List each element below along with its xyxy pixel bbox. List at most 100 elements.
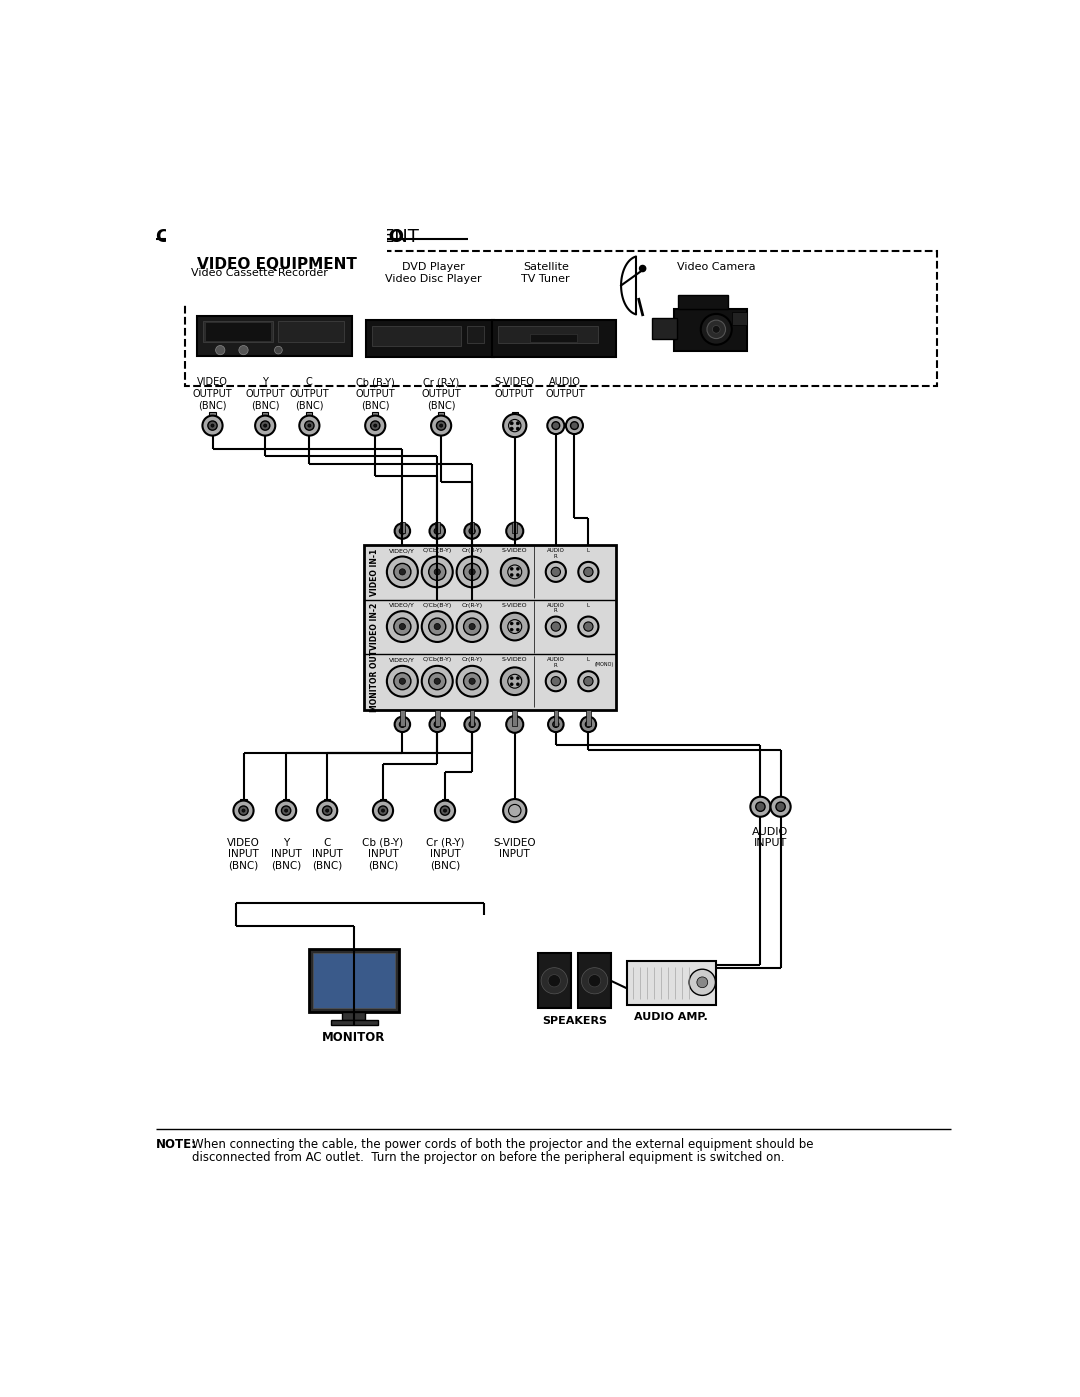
Circle shape [551,622,561,631]
Text: C/Cb(B-Y): C/Cb(B-Y) [422,658,451,662]
Bar [438,412,444,419]
Text: VIDEO
INPUT
(BNC): VIDEO INPUT (BNC) [227,838,260,870]
Bar [241,799,246,806]
Bar [674,309,747,351]
Circle shape [216,345,225,355]
Circle shape [583,622,593,631]
Text: L: L [586,602,590,608]
Circle shape [365,415,386,436]
Circle shape [400,528,405,534]
Circle shape [282,806,291,816]
Bar [586,711,591,726]
Bar [186,251,937,386]
Text: S-VIDEO: S-VIDEO [502,658,527,662]
Circle shape [434,623,441,630]
Text: VIDEO/Y: VIDEO/Y [390,548,416,553]
Circle shape [545,616,566,637]
Bar [512,799,517,806]
Circle shape [400,623,405,630]
Circle shape [503,799,526,823]
Bar [442,799,448,806]
Text: AUDIO
INPUT: AUDIO INPUT [753,827,788,848]
Text: Cr(R-Y): Cr(R-Y) [461,602,483,608]
Text: Cb (B-Y)
OUTPUT
(BNC): Cb (B-Y) OUTPUT (BNC) [355,377,395,411]
Circle shape [387,556,418,587]
Circle shape [545,671,566,692]
Circle shape [457,556,488,587]
Text: L: L [586,548,590,553]
Circle shape [429,673,446,690]
Bar [332,1020,378,1024]
Circle shape [503,414,526,437]
Circle shape [583,567,593,577]
Circle shape [548,418,565,434]
Bar [538,953,570,1009]
Circle shape [299,415,320,436]
Text: Y
OUTPUT
(BNC): Y OUTPUT (BNC) [245,377,285,411]
Bar [366,320,494,358]
Bar [313,953,394,1009]
Text: S-VIDEO
OUTPUT: S-VIDEO OUTPUT [495,377,535,398]
Circle shape [701,314,732,345]
Text: SPEAKERS: SPEAKERS [542,1016,607,1027]
Circle shape [276,800,296,820]
Circle shape [713,326,720,334]
Circle shape [202,415,222,436]
Circle shape [370,420,380,430]
Circle shape [463,617,481,636]
Bar [512,412,517,419]
Bar [435,711,440,726]
Circle shape [440,425,443,427]
Bar [342,1013,365,1020]
Circle shape [422,610,453,643]
Circle shape [516,573,519,577]
Bar [530,334,577,342]
Text: VIDEO
OUTPUT
(BNC): VIDEO OUTPUT (BNC) [192,377,232,411]
Circle shape [374,425,377,427]
Bar [732,313,747,324]
Text: Video Camera: Video Camera [677,263,756,272]
Circle shape [510,622,513,624]
Circle shape [775,802,785,812]
Circle shape [507,522,524,539]
Circle shape [516,629,519,631]
Text: VIDEO/Y: VIDEO/Y [390,658,416,662]
Bar [677,295,728,309]
Bar [578,953,611,1009]
Circle shape [581,717,596,732]
Circle shape [510,676,513,680]
Text: Cr(R-Y): Cr(R-Y) [461,548,483,553]
Circle shape [541,968,567,993]
Circle shape [510,422,513,425]
Circle shape [516,676,519,680]
Text: VIDEO EQUIPMENT: VIDEO EQUIPMENT [197,257,356,272]
Bar [512,522,517,532]
Circle shape [501,613,529,640]
Circle shape [510,427,513,430]
Bar [491,320,616,358]
Circle shape [394,524,410,539]
Circle shape [751,796,770,817]
Circle shape [434,569,441,576]
Circle shape [441,806,449,816]
Circle shape [545,562,566,583]
Bar [205,323,271,341]
Text: Video Cassette Recorder: Video Cassette Recorder [190,268,327,278]
Circle shape [233,800,254,820]
Bar [262,412,268,419]
Circle shape [507,715,524,733]
Text: When connecting the cable, the power cords of both the projector and the externa: When connecting the cable, the power cor… [191,1137,813,1151]
Text: (MONO): (MONO) [595,662,613,666]
Circle shape [578,616,598,637]
Circle shape [756,802,765,812]
Bar [400,522,405,532]
Circle shape [469,569,475,576]
Circle shape [422,556,453,587]
Text: NOTE:: NOTE: [156,1137,197,1151]
Circle shape [430,717,445,732]
Text: AUDIO
OUTPUT: AUDIO OUTPUT [545,377,585,398]
Circle shape [469,678,475,685]
Circle shape [463,563,481,580]
Circle shape [211,425,214,427]
Bar [512,711,517,726]
